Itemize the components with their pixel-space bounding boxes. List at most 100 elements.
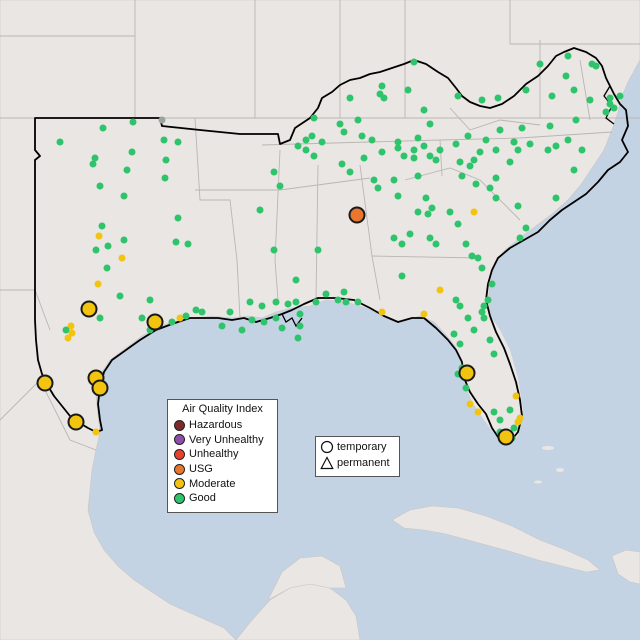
monitor-point[interactable]	[360, 154, 368, 162]
monitor-point[interactable]	[260, 318, 268, 326]
monitor-point[interactable]	[120, 236, 128, 244]
monitor-point[interactable]	[276, 182, 284, 190]
monitor-point[interactable]	[346, 94, 354, 102]
monitor-point[interactable]	[248, 316, 256, 324]
monitor-point[interactable]	[378, 82, 386, 90]
monitor-point[interactable]	[98, 222, 106, 230]
monitor-point[interactable]	[522, 86, 530, 94]
monitor-point[interactable]	[432, 240, 440, 248]
monitor-point[interactable]	[310, 114, 318, 122]
monitor-point[interactable]	[128, 148, 136, 156]
monitor-point[interactable]	[478, 308, 486, 316]
monitor-point[interactable]	[428, 204, 436, 212]
monitor-point[interactable]	[474, 408, 482, 416]
monitor-point[interactable]	[302, 136, 310, 144]
monitor-point[interactable]	[162, 156, 170, 164]
monitor-point[interactable]	[174, 214, 182, 222]
monitor-point[interactable]	[506, 158, 514, 166]
monitor-point[interactable]	[476, 148, 484, 156]
monitor-point[interactable]	[198, 308, 206, 316]
monitor-point[interactable]	[478, 264, 486, 272]
monitor-point[interactable]	[464, 314, 472, 322]
monitor-point[interactable]	[226, 308, 234, 316]
monitor-point[interactable]	[470, 156, 478, 164]
monitor-point[interactable]	[346, 168, 354, 176]
monitor-point[interactable]	[340, 288, 348, 296]
monitor-point[interactable]	[516, 414, 524, 422]
monitor-point[interactable]	[56, 138, 64, 146]
monitor-point[interactable]	[172, 238, 180, 246]
monitor-point[interactable]	[456, 302, 464, 310]
monitor-point[interactable]	[160, 136, 168, 144]
monitor-point[interactable]	[354, 116, 362, 124]
monitor-point[interactable]	[436, 286, 444, 294]
monitor-point[interactable]	[494, 94, 502, 102]
monitor-point[interactable]	[466, 400, 474, 408]
monitor-point[interactable]	[492, 174, 500, 182]
monitor-point[interactable]	[218, 322, 226, 330]
monitor-point[interactable]	[552, 142, 560, 150]
monitor-point[interactable]	[378, 308, 386, 316]
monitor-point[interactable]	[129, 118, 137, 126]
monitor-point[interactable]	[342, 298, 350, 306]
monitor-point[interactable]	[470, 208, 478, 216]
monitor-point[interactable]	[270, 246, 278, 254]
monitor-point[interactable]	[120, 192, 128, 200]
monitor-point[interactable]	[410, 154, 418, 162]
monitor-point[interactable]	[462, 384, 470, 392]
monitor-point[interactable]	[506, 406, 514, 414]
monitor-point[interactable]	[452, 140, 460, 148]
monitor-point[interactable]	[92, 428, 100, 436]
monitor-point[interactable]	[68, 329, 76, 337]
monitor-point[interactable]	[510, 138, 518, 146]
monitor-point[interactable]	[482, 136, 490, 144]
monitor-point[interactable]	[426, 234, 434, 242]
monitor-point[interactable]	[452, 296, 460, 304]
monitor-point[interactable]	[182, 312, 190, 320]
monitor-point[interactable]	[424, 210, 432, 218]
monitor-point[interactable]	[432, 156, 440, 164]
monitor-point[interactable]	[334, 296, 342, 304]
monitor-point[interactable]	[606, 100, 614, 108]
monitor-point[interactable]	[94, 280, 102, 288]
monitor-point[interactable]	[592, 62, 600, 70]
temporary-monitor[interactable]	[146, 313, 164, 331]
monitor-point[interactable]	[572, 116, 580, 124]
monitor-point[interactable]	[118, 254, 126, 262]
monitor-point[interactable]	[258, 302, 266, 310]
monitor-point[interactable]	[486, 336, 494, 344]
monitor-point[interactable]	[272, 314, 280, 322]
monitor-point[interactable]	[176, 314, 184, 322]
monitor-point[interactable]	[404, 86, 412, 94]
monitor-point[interactable]	[378, 148, 386, 156]
monitor-point[interactable]	[450, 330, 458, 338]
monitor-point[interactable]	[374, 184, 382, 192]
monitor-point[interactable]	[103, 264, 111, 272]
monitor-point[interactable]	[406, 230, 414, 238]
monitor-point[interactable]	[564, 52, 572, 60]
monitor-point[interactable]	[426, 120, 434, 128]
monitor-point[interactable]	[380, 94, 388, 102]
monitor-point[interactable]	[95, 232, 103, 240]
monitor-point[interactable]	[312, 298, 320, 306]
monitor-point[interactable]	[123, 166, 131, 174]
monitor-point[interactable]	[410, 58, 418, 66]
monitor-point[interactable]	[340, 128, 348, 136]
monitor-point[interactable]	[586, 96, 594, 104]
monitor-point[interactable]	[302, 146, 310, 154]
monitor-point[interactable]	[278, 324, 286, 332]
monitor-point[interactable]	[488, 280, 496, 288]
monitor-point[interactable]	[512, 392, 520, 400]
monitor-point[interactable]	[602, 108, 610, 116]
monitor-point[interactable]	[394, 144, 402, 152]
monitor-point[interactable]	[104, 242, 112, 250]
monitor-point[interactable]	[606, 94, 614, 102]
monitor-point[interactable]	[570, 166, 578, 174]
monitor-point[interactable]	[292, 276, 300, 284]
monitor-point[interactable]	[138, 314, 146, 322]
monitor-point[interactable]	[398, 240, 406, 248]
monitor-point[interactable]	[270, 168, 278, 176]
monitor-point[interactable]	[246, 298, 254, 306]
monitor-point[interactable]	[510, 424, 518, 432]
